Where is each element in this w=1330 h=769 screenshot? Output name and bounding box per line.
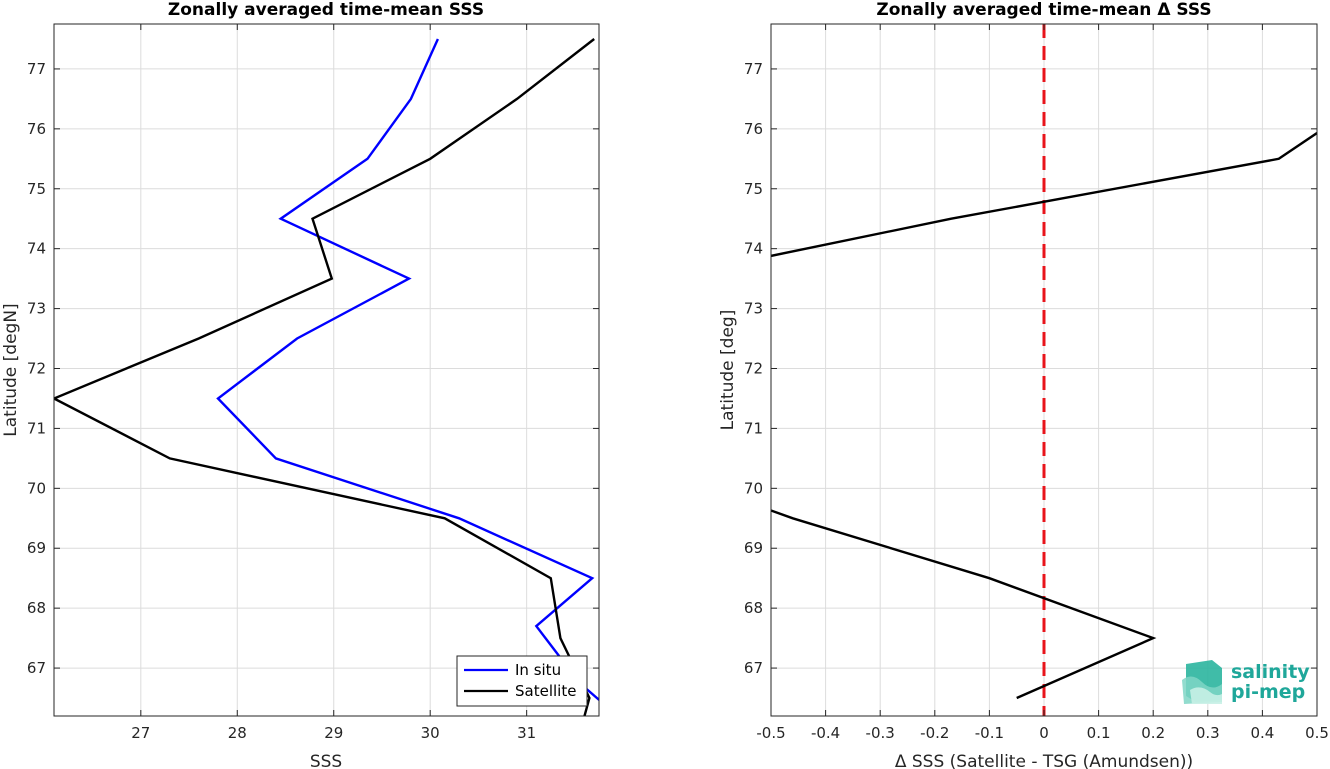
sss-title: Zonally averaged time-mean SSS	[168, 0, 484, 20]
sss-xlabel: SSS	[310, 752, 342, 769]
sss-series	[54, 38, 599, 716]
sss-ytick-label: 74	[27, 240, 46, 258]
delta-xtick-label: 0	[1039, 724, 1049, 742]
delta-xtick-label: 0.5	[1305, 724, 1329, 742]
sss-line-satellite	[54, 38, 595, 716]
delta-xtick-label: -0.1	[975, 724, 1004, 742]
delta-sss-plot: -0.5 -0.4 -0.3 -0.2 -0.1 0 0.1 0.2 0.3 0.4 0.5 67 68…	[718, 0, 1329, 769]
sss-ytick-label: 75	[27, 180, 46, 198]
sss-ytick-label: 67	[27, 659, 46, 677]
delta-xtick-label: 0.2	[1141, 724, 1165, 742]
logo-line1: salinity	[1231, 661, 1310, 683]
sss-xtick-label: 28	[228, 724, 247, 742]
sss-legend: In situ Satellite	[456, 655, 588, 707]
delta-ticks: -0.5 -0.4 -0.3 -0.2 -0.1 0 0.1 0.2 0.3 0.4 0.5 67 68…	[744, 24, 1329, 742]
delta-xtick-label: 0.1	[1087, 724, 1111, 742]
legend-label-in-situ: In situ	[515, 661, 561, 679]
logo-line2: pi-mep	[1231, 681, 1305, 703]
sss-xtick-label: 27	[131, 724, 150, 742]
delta-ytick-label: 74	[744, 240, 763, 258]
delta-ytick-label: 72	[744, 360, 763, 378]
sss-ytick-label: 73	[27, 300, 46, 318]
delta-ytick-label: 77	[744, 60, 763, 78]
delta-ytick-label: 67	[744, 659, 763, 677]
delta-ytick-label: 73	[744, 300, 763, 318]
sss-xtick-label: 29	[324, 724, 343, 742]
sss-ytick-label: 68	[27, 599, 46, 617]
delta-ytick-label: 68	[744, 599, 763, 617]
delta-ytick-label: 76	[744, 120, 763, 138]
delta-ytick-label: 75	[744, 180, 763, 198]
sss-ylabel: Latitude [degN]	[1, 303, 21, 436]
sss-plot-frame	[53, 23, 600, 717]
sss-grid	[54, 24, 599, 716]
delta-xtick-label: 0.4	[1250, 724, 1274, 742]
sss-ytick-label: 71	[27, 419, 46, 437]
delta-xtick-label: -0.2	[920, 724, 949, 742]
delta-ylabel: Latitude [deg]	[718, 310, 738, 431]
delta-line-series-0	[771, 132, 1317, 258]
sss-ytick-label: 76	[27, 120, 46, 138]
legend-label-satellite: Satellite	[515, 682, 576, 700]
delta-series	[771, 24, 1317, 716]
sss-ytick-label: 70	[27, 479, 46, 497]
delta-grid	[770, 24, 1318, 716]
sss-ytick-label: 77	[27, 60, 46, 78]
legend-box	[456, 655, 588, 707]
sss-ticks: 27 28 29 30 31 67 68 69 70 71 72 73 74 75 76 77	[27, 24, 599, 742]
delta-ytick-label: 69	[744, 539, 763, 557]
delta-line-series-0	[771, 509, 1157, 700]
sss-plot: 27 28 29 30 31 67 68 69 70 71 72 73 74 75 76 77 Zonally…	[1, 0, 600, 769]
sss-ytick-label: 72	[27, 360, 46, 378]
delta-xtick-label: -0.4	[811, 724, 840, 742]
sss-xtick-label: 31	[517, 724, 536, 742]
delta-xtick-label: -0.5	[756, 724, 785, 742]
sss-line-in-situ	[216, 38, 599, 702]
sss-ytick-label: 69	[27, 539, 46, 557]
delta-ytick-label: 71	[744, 419, 763, 437]
sss-xtick-label: 30	[421, 724, 440, 742]
delta-xtick-label: 0.3	[1196, 724, 1220, 742]
delta-xtick-label: -0.3	[866, 724, 895, 742]
delta-ytick-label: 70	[744, 479, 763, 497]
delta-title: Zonally averaged time-mean Δ SSS	[876, 0, 1211, 20]
logo-mark-icon	[1182, 660, 1222, 704]
salinity-pi-mep-logo: salinity pi-mep	[1182, 660, 1310, 704]
delta-xlabel: Δ SSS (Satellite - TSG (Amundsen))	[895, 752, 1193, 769]
